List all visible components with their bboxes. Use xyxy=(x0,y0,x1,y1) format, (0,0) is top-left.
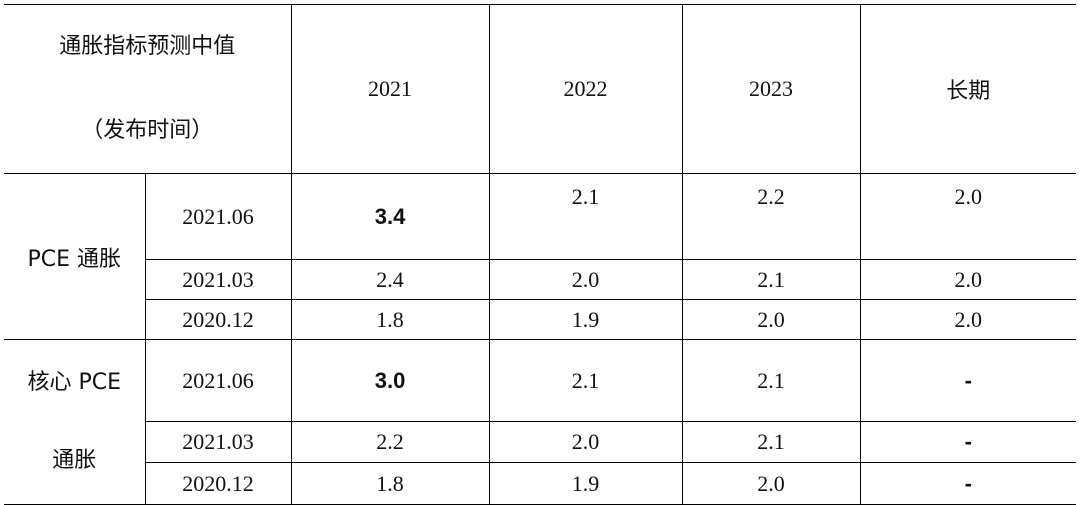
header-title: 通胀指标预测中值 xyxy=(59,34,236,59)
value-2022: 2.0 xyxy=(488,259,683,300)
row-date: 2020.12 xyxy=(145,299,292,340)
row-date: 2020.12 xyxy=(145,462,292,505)
header-long-term: 长期 xyxy=(859,4,1077,174)
row-date: 2021.06 xyxy=(144,339,292,422)
header-title-cell: 通胀指标预测中值 （发布时间） xyxy=(4,4,292,174)
group-label-line: 通胀 xyxy=(52,448,97,473)
value-2022: 2.0 xyxy=(488,421,683,463)
value-2021: 3.4 xyxy=(290,173,490,260)
value-2021: 1.8 xyxy=(290,462,490,505)
row-date: 2021.06 xyxy=(144,173,292,260)
value-2021: 3.0 xyxy=(290,339,490,422)
group-label-line: PCE 通胀 xyxy=(27,246,122,272)
header-subtitle: （发布时间） xyxy=(81,118,214,143)
value-long-term: - xyxy=(859,339,1077,422)
value-2021: 2.4 xyxy=(290,259,490,300)
value-long-term: 2.0 xyxy=(859,173,1077,260)
value-2022: 1.9 xyxy=(488,462,683,505)
group-label-core-pce: 核心 PCE 通胀 xyxy=(4,339,146,505)
value-2023: 2.1 xyxy=(681,339,861,422)
table-row: 2020.12 1.8 1.9 2.0 - xyxy=(4,462,1077,505)
value-long-term: - xyxy=(859,421,1077,463)
group-label-pce: PCE 通胀 xyxy=(4,173,146,340)
header-year-2022: 2022 xyxy=(488,4,683,174)
value-2023: 2.1 xyxy=(681,259,861,300)
value-2023: 2.0 xyxy=(681,299,861,340)
value-2023: 2.1 xyxy=(681,421,861,463)
inflation-forecast-table-container: 通胀指标预测中值 （发布时间） 2021 2022 2023 长期 PCE 通胀… xyxy=(4,4,1077,505)
value-2023: 2.0 xyxy=(681,462,861,505)
table-row: 核心 PCE 通胀 2021.06 3.0 2.1 2.1 - xyxy=(4,339,1077,505)
value-2021: 1.8 xyxy=(290,299,490,340)
row-date: 2021.03 xyxy=(145,421,292,463)
value-long-term: 2.0 xyxy=(859,299,1077,340)
group-label-line: 核心 PCE xyxy=(27,370,122,395)
value-2023: 2.2 xyxy=(681,173,861,260)
inflation-forecast-table: 通胀指标预测中值 （发布时间） 2021 2022 2023 长期 PCE 通胀… xyxy=(4,4,1077,505)
row-date: 2021.03 xyxy=(145,259,292,300)
table-row: PCE 通胀 2021.06 3.4 2.1 2.2 2.0 xyxy=(4,173,1077,340)
value-2021: 2.2 xyxy=(290,421,490,463)
value-long-term: 2.0 xyxy=(859,259,1077,300)
header-row: 通胀指标预测中值 （发布时间） 2021 2022 2023 长期 xyxy=(4,4,1077,174)
header-year-2021: 2021 xyxy=(290,4,490,174)
table-row: 2020.12 1.8 1.9 2.0 2.0 xyxy=(4,299,1077,340)
value-long-term: - xyxy=(859,462,1077,505)
value-2022: 2.1 xyxy=(488,339,683,422)
header-year-2023: 2023 xyxy=(681,4,861,174)
value-2022: 2.1 xyxy=(488,173,683,260)
table-row: 2021.03 2.4 2.0 2.1 2.0 xyxy=(4,259,1077,300)
value-2022: 1.9 xyxy=(488,299,683,340)
table-row: 2021.03 2.2 2.0 2.1 - xyxy=(4,421,1077,463)
